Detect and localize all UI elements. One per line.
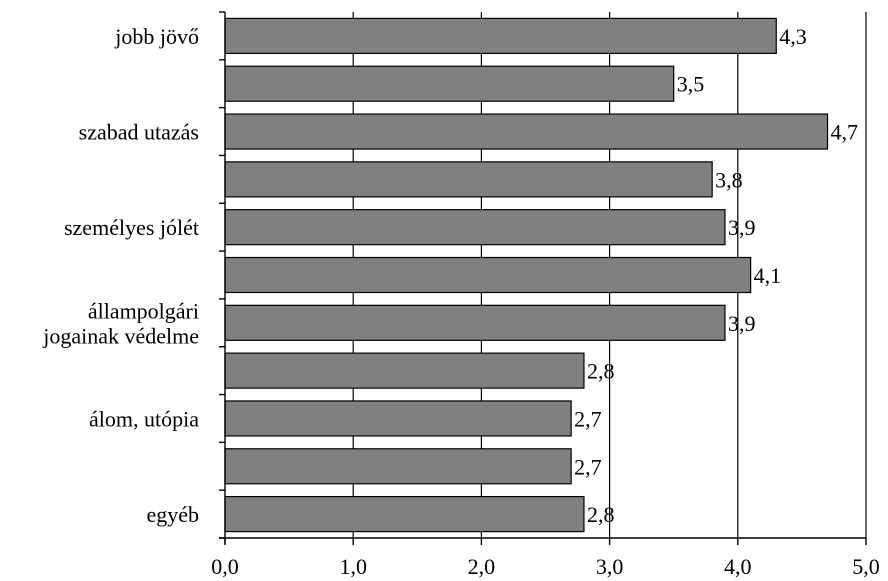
bar-3 [224,161,713,198]
data-label-1: 3,5 [677,72,705,97]
category-label-6: állampolgári jogainak védelme [42,298,199,348]
bars-layer [224,17,829,533]
bar-2 [224,113,829,150]
data-label-2: 4,7 [831,120,859,145]
x-tick-label-1: 1,0 [339,554,367,579]
category-label-2: szabad utazás [79,120,199,145]
data-label-6: 3,9 [728,311,756,336]
data-label-4: 3,9 [728,215,756,240]
x-tick-label-5: 5,0 [852,554,880,579]
x-tick-label-4: 4,0 [724,554,752,579]
bar-7 [224,352,585,389]
category-label-line: állampolgári [88,298,199,323]
category-label-8: álom, utópia [89,406,199,431]
category-label-line: szabad utazás [79,120,199,145]
data-label-9: 2,7 [574,454,602,479]
category-label-4: személyes jólét [64,215,199,240]
x-tick-label-0: 0,0 [211,554,239,579]
bar-6 [224,304,726,341]
data-label-7: 2,8 [587,359,615,384]
category-label-line: álom, utópia [89,406,199,431]
data-label-5: 4,1 [754,263,782,288]
bar-8 [224,400,572,437]
axis-layer: 0,0 1,0 2,0 3,0 4,0 5,0 [211,11,880,579]
labels-layer: 4,3 jobb jövő 3,5 4,7 szabad utazás 3,8 3,9 sze… [42,24,858,527]
bar-0 [224,17,777,55]
bar-4 [224,209,726,246]
x-tick-label-2: 2,0 [468,554,496,579]
bar-10 [224,495,585,533]
category-label-10: egyéb [146,502,199,527]
category-label-line: jogainak védelme [42,323,199,348]
category-label-line: egyéb [146,502,199,527]
bar-9 [224,448,572,485]
data-label-10: 2,8 [587,502,615,527]
category-label-line: jobb jövő [114,24,199,49]
x-tick-label-3: 3,0 [596,554,624,579]
bar-1 [224,65,675,102]
category-label-0: jobb jövő [114,24,199,49]
category-label-line: személyes jólét [64,215,199,240]
data-label-8: 2,7 [574,406,602,431]
bar-5 [224,256,752,294]
data-label-0: 4,3 [779,24,807,49]
data-label-3: 3,8 [715,167,743,192]
